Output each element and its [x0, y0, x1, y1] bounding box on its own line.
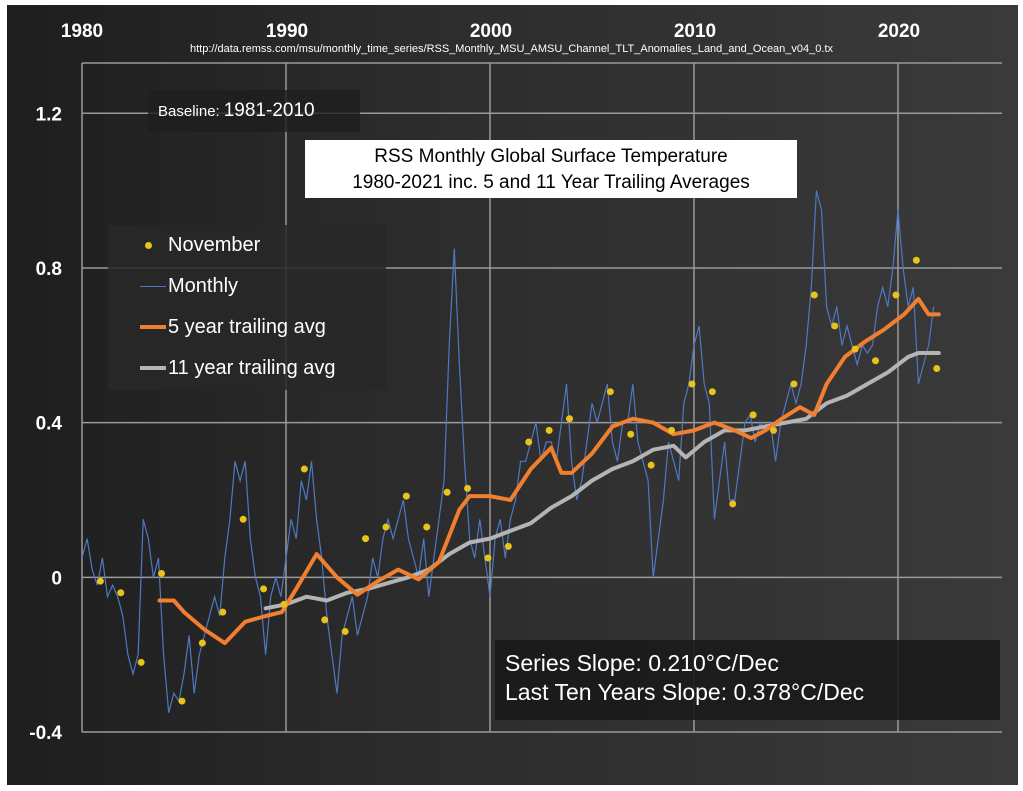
- baseline-prefix: Baseline:: [158, 102, 220, 120]
- november-point: [219, 608, 227, 616]
- november-point: [382, 523, 390, 531]
- legend-item-5yr: 5 year trailing avg: [108, 312, 326, 342]
- x-tick-label: 1980: [61, 21, 103, 42]
- chart-title: RSS Monthly Global Surface Temperature: [374, 146, 728, 167]
- x-tick-label: 2020: [878, 21, 920, 42]
- legend-swatch-monthly: [128, 276, 168, 296]
- november-point: [790, 380, 798, 388]
- source-url: http://data.remss.com/msu/monthly_time_s…: [189, 43, 833, 55]
- y-tick-label: 0.4: [36, 414, 63, 435]
- legend-swatch-november: [128, 235, 168, 255]
- november-point: [749, 411, 757, 419]
- november-point: [525, 438, 533, 446]
- baseline-label: Baseline: 1981-2010: [148, 90, 360, 132]
- november-point: [362, 535, 370, 543]
- november-point: [158, 569, 166, 577]
- november-point: [770, 426, 778, 434]
- november-point: [300, 465, 308, 473]
- november-point: [178, 697, 186, 705]
- x-tick-label: 2000: [470, 21, 512, 42]
- x-tick-label: 2010: [674, 21, 716, 42]
- november-point: [321, 616, 329, 624]
- november-point: [831, 322, 839, 330]
- series-slope: Series Slope: 0.210°C/Dec: [505, 650, 779, 676]
- november-point: [810, 291, 818, 299]
- november-point: [137, 658, 145, 666]
- y-tick-label: 1.2: [36, 104, 62, 125]
- november-point: [912, 256, 920, 264]
- slope-annotation: Series Slope: 0.210°C/Dec Last Ten Years…: [495, 640, 1000, 720]
- legend-item-november: November: [108, 230, 260, 260]
- last-ten-years-slope: Last Ten Years Slope: 0.378°C/Dec: [505, 679, 865, 705]
- november-point: [647, 461, 655, 469]
- november-point: [443, 488, 451, 496]
- y-tick-label: 0: [51, 568, 62, 589]
- november-point: [117, 589, 125, 597]
- legend: November Monthly 5 year trailing avg 11 …: [108, 225, 386, 390]
- november-point: [892, 291, 900, 299]
- legend-item-11yr: 11 year trailing avg: [108, 353, 336, 383]
- legend-swatch-5yr: [128, 317, 168, 337]
- november-point: [239, 515, 247, 523]
- november-point: [280, 600, 288, 608]
- legend-item-monthly: Monthly: [108, 271, 238, 301]
- november-point: [198, 639, 206, 647]
- november-point: [96, 577, 104, 585]
- y-tick-label: -0.4: [29, 723, 62, 744]
- series-11yr-avg-line: [263, 351, 941, 611]
- november-point: [872, 357, 880, 365]
- november-point: [423, 523, 431, 531]
- legend-label: Monthly: [168, 274, 239, 297]
- chart-subtitle: 1980-2021 inc. 5 and 11 Year Trailing Av…: [352, 172, 750, 193]
- november-point: [566, 415, 574, 423]
- november-point: [851, 345, 859, 353]
- november-point: [708, 388, 716, 396]
- november-point: [627, 430, 635, 438]
- november-point: [933, 364, 941, 372]
- november-point: [484, 554, 492, 562]
- november-point: [402, 492, 410, 500]
- november-point: [688, 380, 696, 388]
- november-point: [729, 500, 737, 508]
- series-monthly-line: [81, 190, 935, 713]
- legend-label: November: [168, 233, 261, 256]
- baseline-value: 1981-2010: [223, 100, 315, 121]
- november-point: [260, 585, 268, 593]
- november-point: [606, 388, 614, 396]
- november-point: [464, 484, 472, 492]
- november-point: [545, 426, 553, 434]
- legend-label: 5 year trailing avg: [168, 315, 326, 338]
- x-tick-label: 1990: [266, 21, 308, 42]
- chart-title-box: RSS Monthly Global Surface Temperature 1…: [305, 140, 797, 198]
- november-point: [668, 426, 676, 434]
- november-point: [504, 542, 512, 550]
- y-tick-label: 0.8: [36, 259, 62, 280]
- legend-swatch-11yr: [128, 358, 168, 378]
- november-point: [341, 627, 349, 635]
- legend-label: 11 year trailing avg: [168, 356, 336, 379]
